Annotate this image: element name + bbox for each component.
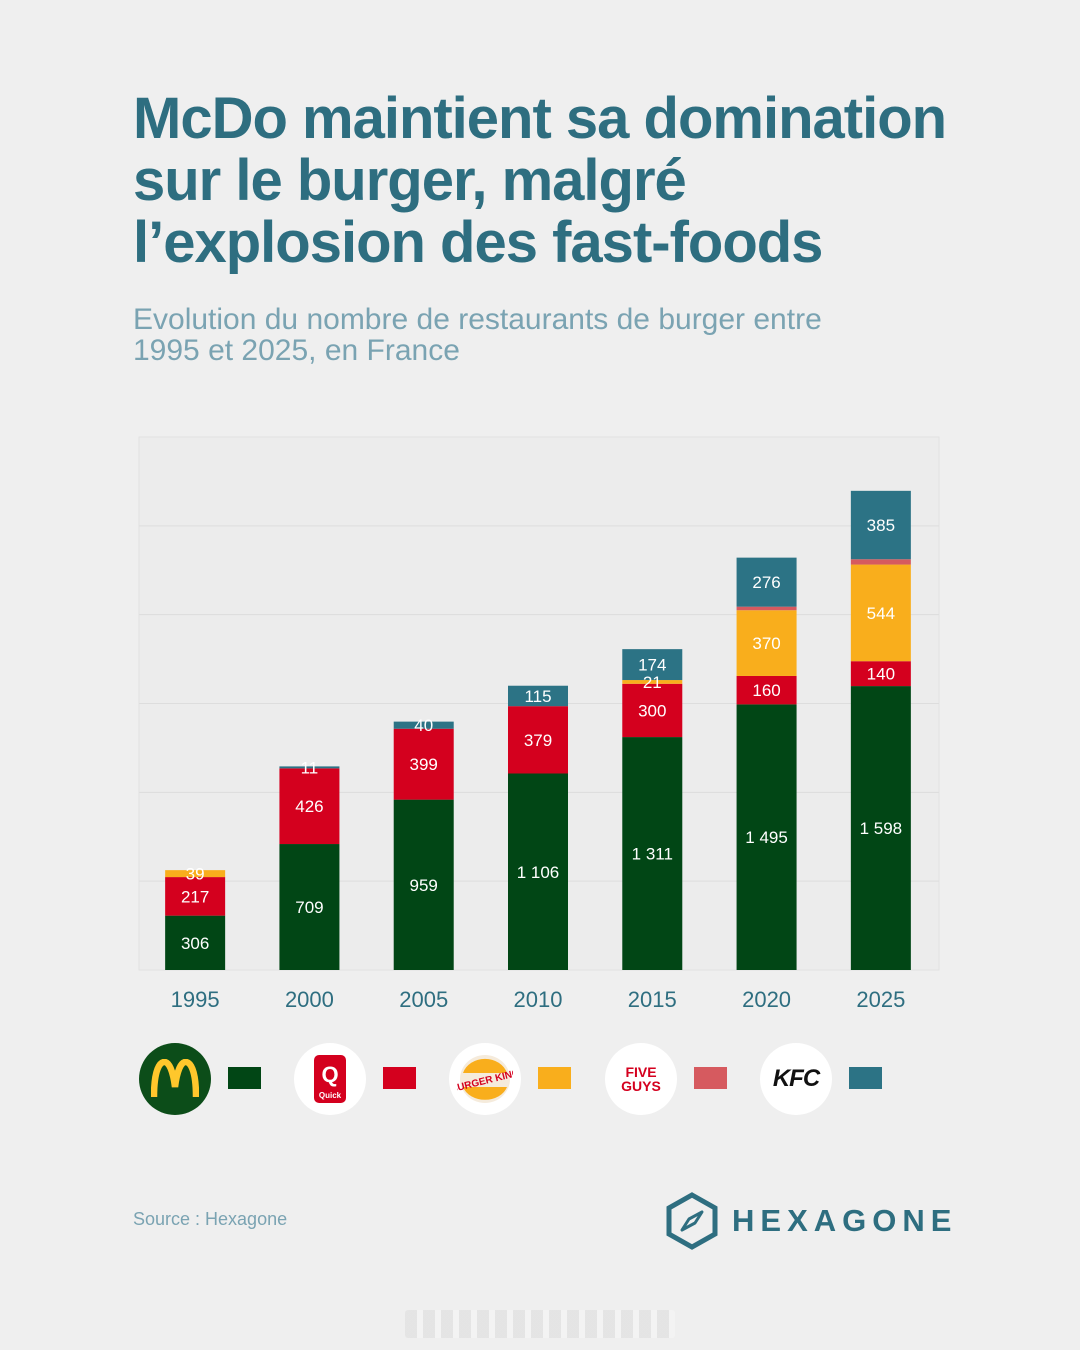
bar-segment-kfc-2015 bbox=[622, 649, 683, 681]
data-label: 306 bbox=[181, 934, 209, 953]
subtitle-line-1: Evolution du nombre de restaurants de bu… bbox=[133, 303, 822, 336]
bar-segment-burger-king-2025 bbox=[850, 564, 911, 662]
bars bbox=[165, 490, 911, 970]
bar-segment-kfc-2005 bbox=[393, 721, 454, 729]
x-tick-label: 2010 bbox=[514, 987, 563, 1012]
bar-segment-quick-1995 bbox=[165, 877, 226, 916]
bar-segment-burger-king-2020 bbox=[736, 610, 797, 676]
data-label: 385 bbox=[867, 516, 895, 535]
kfc-logo-text: KFC bbox=[772, 1065, 820, 1092]
bar-segment-mcdonald-s-2005 bbox=[393, 799, 454, 970]
legend-swatch-mcdonalds bbox=[228, 1067, 261, 1089]
data-label: 300 bbox=[638, 701, 666, 720]
bar-segment-quick-2025 bbox=[850, 661, 911, 687]
title-line-3: l’explosion des fast-foods bbox=[133, 210, 823, 275]
data-label: 1 311 bbox=[632, 845, 673, 864]
chart-title: McDo maintient sa domination sur le burg… bbox=[133, 88, 1013, 274]
legend-swatch-quick bbox=[383, 1067, 416, 1089]
subtitle-line-2: 1995 et 2025, en France bbox=[133, 334, 460, 367]
bar-segment-burger-king-1995 bbox=[165, 870, 226, 878]
bar-segment-quick-2005 bbox=[393, 728, 454, 800]
x-tick-label: 2020 bbox=[742, 987, 791, 1012]
data-label: 544 bbox=[867, 604, 895, 623]
legend-swatch-burger-king bbox=[538, 1067, 571, 1089]
x-tick-label: 2000 bbox=[285, 987, 334, 1012]
data-label: 39 bbox=[186, 865, 205, 884]
bar-segment-quick-2010 bbox=[508, 706, 568, 774]
bar-segment-kfc-2010 bbox=[508, 685, 568, 707]
data-label: 276 bbox=[752, 573, 780, 592]
bar-segment-kfc-2025 bbox=[850, 490, 911, 560]
bar-segment-quick-2000 bbox=[279, 768, 340, 845]
five-guys-logo-text: FIVE GUYS bbox=[621, 1064, 661, 1094]
data-label: 115 bbox=[524, 687, 551, 706]
x-tick-label: 1995 bbox=[171, 987, 220, 1012]
bar-segment-mcdonald-s-2020 bbox=[736, 704, 797, 970]
bar-segment-quick-2020 bbox=[736, 675, 797, 705]
data-label: 1 598 bbox=[860, 819, 903, 838]
data-label: 21 bbox=[643, 673, 662, 692]
data-labels: 306 217 39 709 426 11 959 399 40 1 106 379 115 1 311… bbox=[181, 516, 902, 953]
burger-king-logo-icon: BURGER KING bbox=[449, 1043, 521, 1115]
source-note: Source : Hexagone bbox=[133, 1209, 288, 1229]
bar-segment-mcdonald-s-2010 bbox=[508, 773, 568, 970]
x-tick-label: 2015 bbox=[628, 987, 677, 1012]
bar-segment-five-guys-2025 bbox=[850, 559, 911, 565]
bar-segment-mcdonald-s-2000 bbox=[279, 844, 340, 970]
bar-segment-quick-2015 bbox=[622, 683, 683, 738]
x-tick-label: 2025 bbox=[856, 987, 905, 1012]
data-label: 709 bbox=[295, 898, 323, 917]
bar-segment-mcdonald-s-2025 bbox=[850, 686, 911, 970]
legend-swatch-five-guys bbox=[694, 1067, 727, 1089]
data-label: 140 bbox=[867, 665, 895, 684]
bar-segment-kfc-2020 bbox=[736, 557, 797, 607]
quick-logo-icon: Q Quick bbox=[294, 1043, 366, 1115]
data-label: 11 bbox=[301, 758, 319, 777]
data-label: 217 bbox=[181, 887, 209, 906]
data-label: 174 bbox=[638, 656, 666, 675]
horizontal-scrollbar[interactable] bbox=[405, 1310, 675, 1338]
legend-swatch-kfc bbox=[849, 1067, 882, 1089]
data-label: 426 bbox=[295, 797, 323, 816]
title-line-1: McDo maintient sa domination bbox=[133, 86, 947, 151]
x-axis-ticks: 1995 2000 2005 2010 2015 2020 2025 bbox=[171, 987, 906, 1012]
svg-text:Q: Q bbox=[321, 1062, 338, 1087]
hexagone-brand: HEXAGONE bbox=[666, 1192, 957, 1250]
data-label: 959 bbox=[410, 876, 438, 895]
data-label: 379 bbox=[524, 731, 552, 750]
bar-segment-five-guys-2020 bbox=[736, 606, 797, 611]
brand-name: HEXAGONE bbox=[732, 1203, 958, 1238]
chart-subtitle: Evolution du nombre de restaurants de bu… bbox=[133, 304, 933, 366]
data-label: 399 bbox=[410, 755, 438, 774]
bar-segment-burger-king-2015 bbox=[622, 680, 683, 684]
bar-segment-mcdonald-s-2015 bbox=[622, 737, 683, 970]
data-label: 1 106 bbox=[517, 863, 560, 882]
mcdonalds-logo-icon bbox=[139, 1043, 211, 1115]
data-label: 40 bbox=[414, 716, 433, 735]
title-line-2: sur le burger, malgré bbox=[133, 148, 687, 213]
x-tick-label: 2005 bbox=[399, 987, 448, 1012]
bar-segment-mcdonald-s-1995 bbox=[165, 915, 226, 970]
data-label: 1 495 bbox=[745, 828, 788, 847]
compass-hexagon-icon bbox=[666, 1192, 718, 1250]
five-guys-logo-icon: FIVE GUYS bbox=[605, 1043, 677, 1115]
stacked-bar-chart: 306 217 39 709 426 11 959 399 40 1 106 379 115 1 311… bbox=[139, 490, 939, 1012]
quick-logo-text: Quick bbox=[319, 1091, 342, 1100]
data-label: 370 bbox=[752, 634, 780, 653]
bar-segment-kfc-2000 bbox=[279, 766, 340, 769]
kfc-logo-icon: KFC bbox=[760, 1043, 832, 1115]
data-label: 160 bbox=[752, 681, 780, 700]
